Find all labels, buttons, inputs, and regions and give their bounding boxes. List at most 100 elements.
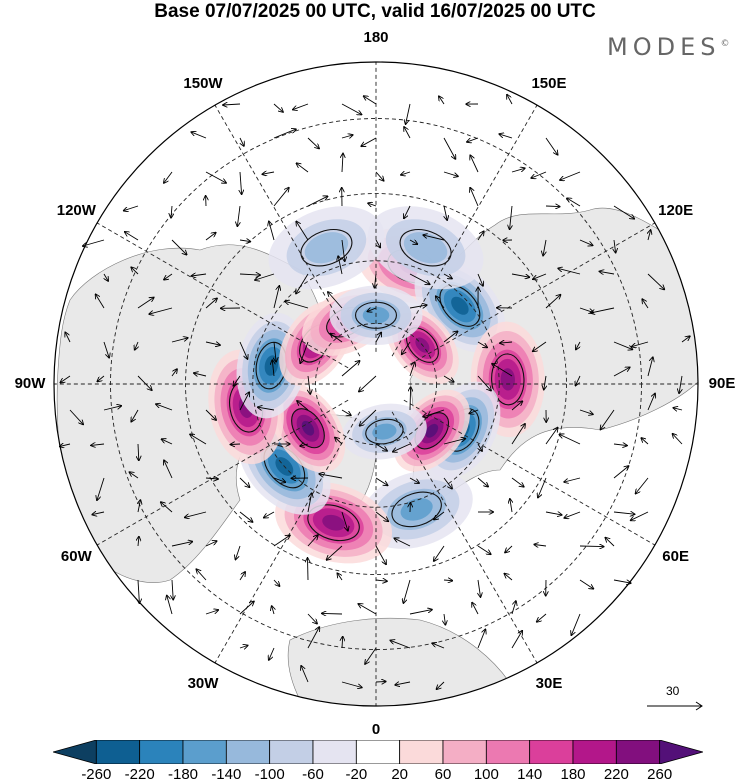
wind-vector bbox=[409, 273, 430, 284]
negative-anomaly-16 bbox=[367, 206, 484, 290]
wind-vector bbox=[402, 341, 411, 354]
wind-vector bbox=[477, 375, 491, 391]
wind-vector bbox=[631, 511, 649, 520]
wind-vector bbox=[185, 511, 207, 517]
wind-vector bbox=[301, 666, 309, 683]
wind-vector bbox=[285, 301, 309, 309]
wind-vector bbox=[511, 401, 522, 411]
wind-vector bbox=[341, 511, 348, 531]
wind-vector bbox=[579, 239, 593, 245]
wind-vector bbox=[477, 545, 491, 554]
wind-vector bbox=[97, 477, 105, 500]
wind-vector bbox=[327, 545, 343, 560]
wind-vector bbox=[236, 545, 241, 559]
wind-vector bbox=[443, 580, 452, 581]
colorbar-tick-label: 180 bbox=[560, 766, 586, 783]
wind-vector bbox=[307, 535, 318, 547]
wind-vector bbox=[613, 512, 635, 514]
colorbar-tick-label: 100 bbox=[473, 766, 499, 783]
wind-vector bbox=[375, 333, 381, 343]
wind-vector bbox=[545, 206, 560, 207]
wind-vector bbox=[504, 574, 513, 581]
wind-vector bbox=[273, 535, 290, 547]
wind-vector bbox=[409, 240, 417, 244]
wind-vector bbox=[533, 341, 547, 351]
wind-vector bbox=[239, 341, 248, 359]
wind-vector bbox=[531, 171, 547, 178]
wind-vector bbox=[642, 299, 649, 309]
wind-vector bbox=[205, 478, 218, 479]
colorbar-tick-label: 140 bbox=[517, 766, 543, 783]
wind-vector bbox=[558, 268, 581, 275]
wind-vector bbox=[478, 443, 482, 451]
colorbar-swatch-8 bbox=[399, 740, 444, 764]
wind-vector bbox=[443, 137, 455, 159]
wind-vector bbox=[409, 477, 419, 483]
lon-label-60w: 60W bbox=[60, 548, 92, 565]
wind-vector bbox=[138, 443, 139, 460]
wind-vector bbox=[358, 604, 377, 615]
wind-vector bbox=[375, 443, 387, 451]
wind-vector bbox=[338, 256, 343, 275]
colorbar-swatch-13 bbox=[615, 740, 661, 764]
wind-vector bbox=[444, 613, 445, 625]
wind-vector bbox=[393, 443, 411, 452]
meridian--60 bbox=[96, 399, 349, 546]
colorbar-tick-label: -20 bbox=[345, 766, 368, 783]
wind-vector bbox=[171, 239, 187, 255]
wind-vector bbox=[240, 137, 244, 146]
colorbar-tick-label: -100 bbox=[254, 766, 285, 783]
wind-vector bbox=[470, 188, 479, 207]
meridian-120 bbox=[403, 222, 656, 369]
brand-text: MODES bbox=[607, 33, 721, 61]
wind-vector bbox=[375, 171, 384, 181]
wind-vector bbox=[341, 361, 360, 377]
colorbar-tick-label: -180 bbox=[167, 766, 199, 783]
wind-vector bbox=[605, 538, 615, 547]
wind-vector bbox=[205, 298, 217, 309]
colorbar-tick-label: -60 bbox=[302, 766, 324, 783]
lon-label-150w: 150W bbox=[183, 75, 223, 93]
meridian-30 bbox=[391, 411, 538, 664]
colorbar-tick-label: 260 bbox=[647, 766, 673, 783]
lon-label-150e: 150E bbox=[531, 75, 567, 93]
wind-vector bbox=[300, 444, 309, 446]
wind-vector bbox=[205, 171, 226, 183]
lon-label-30w: 30W bbox=[187, 674, 219, 692]
wind-vector bbox=[537, 613, 547, 622]
colorbar-swatch-7 bbox=[355, 740, 401, 764]
colorbar bbox=[53, 740, 703, 764]
wind-vector bbox=[60, 375, 71, 383]
wind-vector bbox=[300, 341, 309, 363]
wind-vector bbox=[390, 640, 411, 649]
reference-vector-label: 30 bbox=[666, 684, 680, 698]
wind-vector bbox=[545, 295, 561, 309]
wind-vector bbox=[137, 375, 152, 390]
wind-vector bbox=[613, 205, 634, 219]
wind-vector bbox=[636, 477, 649, 494]
colorbar-tick-label: -220 bbox=[124, 766, 155, 783]
wind-vector bbox=[274, 341, 276, 362]
wind-vector bbox=[538, 477, 547, 498]
wind-vector bbox=[231, 444, 241, 445]
wind-vector bbox=[164, 273, 173, 280]
wind-vector bbox=[239, 572, 245, 581]
wind-vector bbox=[273, 129, 296, 139]
wind-vector bbox=[138, 500, 140, 513]
negative-anomaly-7 bbox=[360, 469, 473, 549]
reference-vector-arrow bbox=[647, 701, 703, 711]
wind-vector bbox=[545, 512, 562, 515]
colorbar-swatch-14 bbox=[659, 740, 703, 764]
wind-vector bbox=[258, 407, 275, 410]
wind-vector bbox=[364, 96, 377, 105]
wind-vector bbox=[432, 643, 445, 649]
colorbar-tick-label: 220 bbox=[603, 766, 629, 783]
wind-vector bbox=[296, 222, 309, 241]
positive-anomaly-10 bbox=[270, 383, 346, 473]
wind-vector bbox=[297, 401, 309, 411]
wind-vector bbox=[164, 460, 173, 479]
wind-vector bbox=[171, 369, 177, 377]
wind-vector bbox=[443, 477, 452, 489]
wind-vector bbox=[328, 292, 343, 309]
wind-vector bbox=[149, 307, 173, 314]
